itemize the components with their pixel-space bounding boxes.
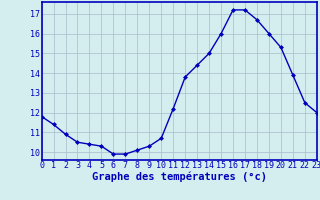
X-axis label: Graphe des températures (°c): Graphe des températures (°c) [92, 172, 267, 182]
